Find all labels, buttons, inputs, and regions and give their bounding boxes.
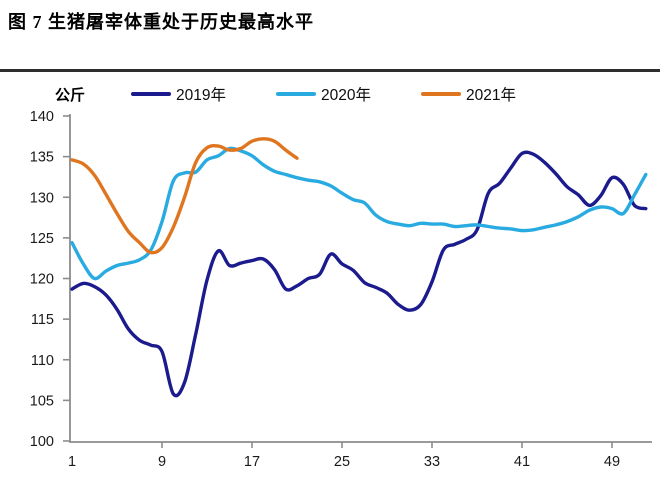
- legend-item-2021: 2021年: [420, 83, 516, 105]
- x-tick-label: 17: [244, 454, 260, 470]
- x-tick-label: 1: [68, 454, 76, 470]
- x-tick-label: 49: [604, 454, 620, 470]
- y-tick-label: 100: [30, 434, 54, 450]
- axis-lines: [69, 114, 652, 443]
- x-tick-label: 9: [158, 454, 166, 470]
- chart-header: 公斤 2019年 2020年 2021年: [55, 83, 516, 105]
- y-tick-label: 135: [30, 150, 54, 166]
- legend-label: 2021年: [465, 87, 516, 104]
- legend-label: 2020年: [321, 87, 371, 104]
- x-axis: 1 9 17 25 33 41 49: [68, 442, 620, 470]
- legend-item-2020: 2020年: [276, 83, 371, 105]
- axes: [69, 114, 652, 443]
- legend-swatch-icon: [131, 92, 172, 96]
- y-axis: 100 105 110 115 120 125 130 135 140: [30, 109, 70, 450]
- series-line-2021: [70, 137, 299, 255]
- y-tick-label: 130: [30, 190, 54, 206]
- figure-title: 图 7 生猪屠宰体重处于历史最高水平: [8, 12, 314, 32]
- x-tick-label: 33: [424, 454, 440, 470]
- y-tick-label: 105: [30, 393, 54, 409]
- y-tick-label: 120: [30, 272, 54, 288]
- y-tick-label: 125: [30, 231, 54, 247]
- series-line-2020: [70, 146, 648, 281]
- chart-legend: 2019年 2020年 2021年: [131, 83, 516, 105]
- y-tick-label: 140: [30, 109, 54, 125]
- x-tick-label: 41: [514, 454, 530, 470]
- series-line-2019: [70, 150, 648, 398]
- legend-item-2019: 2019年: [131, 83, 226, 105]
- x-tick-label: 25: [334, 454, 350, 470]
- y-tick-label: 115: [31, 312, 54, 328]
- legend-swatch-icon: [420, 92, 461, 96]
- y-tick-label: 110: [31, 353, 54, 369]
- title-divider: [0, 69, 660, 72]
- y-axis-unit-label: 公斤: [55, 86, 86, 104]
- legend-label: 2019年: [176, 87, 226, 104]
- legend-swatch-icon: [276, 92, 316, 96]
